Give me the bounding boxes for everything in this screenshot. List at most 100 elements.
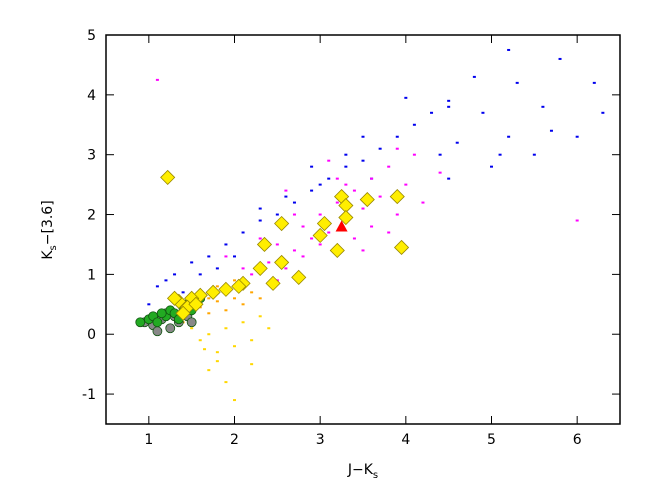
point <box>274 254 290 270</box>
point <box>455 141 459 144</box>
point <box>190 327 194 330</box>
point <box>310 237 314 240</box>
point <box>207 297 211 300</box>
point <box>601 111 605 114</box>
point <box>404 96 408 99</box>
y-label-main: K <box>40 250 56 260</box>
y-tick-label: 5 <box>87 28 96 44</box>
point <box>284 195 288 198</box>
point <box>507 135 511 138</box>
point <box>378 195 382 198</box>
point <box>241 267 245 270</box>
point <box>181 291 185 294</box>
point <box>198 273 202 276</box>
x-tick-label: 5 <box>487 432 496 448</box>
point <box>361 249 365 252</box>
point <box>387 165 391 168</box>
point <box>173 273 177 276</box>
point <box>316 215 333 232</box>
point <box>472 75 476 78</box>
point <box>498 153 502 156</box>
point <box>250 339 254 342</box>
point <box>335 177 339 180</box>
point <box>318 213 322 216</box>
point <box>370 177 374 180</box>
point <box>258 207 262 210</box>
point <box>361 159 365 162</box>
point <box>152 317 163 328</box>
point <box>515 81 519 84</box>
point <box>190 261 194 264</box>
point <box>361 135 365 138</box>
point <box>575 135 579 138</box>
point <box>395 213 399 216</box>
point <box>135 317 146 328</box>
point <box>352 237 356 240</box>
point <box>256 236 273 253</box>
point <box>447 99 451 102</box>
point <box>310 189 314 192</box>
point <box>164 279 168 282</box>
x-label-main: J−K <box>347 462 374 478</box>
y-tick-label: 4 <box>87 88 96 104</box>
point <box>252 260 268 276</box>
point <box>318 243 322 246</box>
point <box>207 369 211 372</box>
point <box>338 209 354 226</box>
x-tick-label: 4 <box>401 432 410 448</box>
point <box>231 278 247 294</box>
point <box>265 275 281 291</box>
point <box>387 231 391 234</box>
point <box>327 231 331 234</box>
point <box>344 183 348 186</box>
point <box>188 296 204 312</box>
point <box>274 215 290 232</box>
x-axis-label: J−Ks <box>347 462 378 481</box>
point <box>395 135 399 138</box>
point <box>207 312 211 315</box>
x-tick-label: 2 <box>230 432 239 448</box>
point <box>258 219 262 222</box>
point <box>250 363 254 366</box>
point <box>412 123 416 126</box>
point <box>215 285 219 288</box>
point <box>250 291 254 294</box>
point <box>215 267 219 270</box>
point <box>312 227 328 244</box>
point <box>327 177 331 180</box>
point <box>378 147 382 150</box>
point <box>301 225 305 228</box>
point <box>155 285 159 288</box>
point <box>352 189 356 192</box>
point <box>233 399 236 402</box>
point <box>292 201 296 204</box>
point <box>438 153 442 156</box>
point <box>301 255 305 258</box>
y-tick-label: 2 <box>87 208 96 224</box>
y-label-rest: −[3.6] <box>40 200 56 245</box>
point <box>292 213 296 216</box>
point <box>421 201 425 204</box>
point <box>165 323 176 334</box>
point <box>215 300 219 303</box>
point <box>404 183 408 186</box>
point <box>241 303 245 306</box>
x-tick-label: 6 <box>573 432 582 448</box>
point <box>541 105 545 108</box>
point <box>175 305 191 321</box>
point <box>224 243 228 246</box>
y-tick-label: 3 <box>87 148 96 164</box>
point <box>224 327 228 330</box>
y-label-sub: s <box>48 245 59 250</box>
point <box>335 220 348 232</box>
point <box>224 255 228 258</box>
point <box>152 326 163 337</box>
point <box>198 339 202 342</box>
point <box>558 57 562 60</box>
point <box>233 279 236 282</box>
point <box>258 315 262 318</box>
point <box>481 111 485 114</box>
point <box>233 297 236 300</box>
point <box>447 177 451 180</box>
point <box>412 153 416 156</box>
